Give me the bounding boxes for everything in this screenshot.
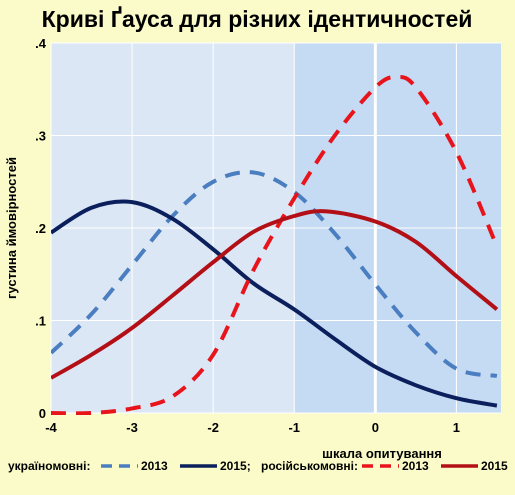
legend-rus-2015-label: 2015 xyxy=(481,459,508,473)
x-tick-label: 1 xyxy=(453,420,460,435)
y-tick-label: .4 xyxy=(35,36,47,51)
legend: україномовні: 2013 2015; російськомовні:… xyxy=(8,459,508,473)
x-tick-label: -4 xyxy=(45,420,57,435)
y-tick-label: 0 xyxy=(39,406,46,421)
series-ukr-2015-line xyxy=(51,199,498,408)
y-tick-label: .1 xyxy=(35,314,46,329)
x-tick-label: -2 xyxy=(207,420,219,435)
y-tick-label: .3 xyxy=(35,129,46,144)
y-axis-label: густина ймовірностей xyxy=(4,157,19,299)
legend-ukr-2013-label: 2013 xyxy=(141,459,168,473)
x-axis: -4 -3 -2 -1 0 1 xyxy=(45,420,460,435)
x-tick-label: -3 xyxy=(126,420,138,435)
legend-group-ukr-label: україномовні: xyxy=(8,459,90,473)
series-layer xyxy=(51,75,499,415)
series-rus-2013-line xyxy=(51,75,499,415)
gridlines xyxy=(50,42,501,414)
legend-group-rus-label: російськомовні: xyxy=(261,459,358,473)
series-ukr-2013-line xyxy=(51,170,498,378)
y-tick-label: .2 xyxy=(35,221,46,236)
x-tick-label: 0 xyxy=(372,420,379,435)
legend-rus-2013-label: 2013 xyxy=(402,459,429,473)
series-rus-2015-line xyxy=(51,209,499,380)
y-axis: 0 .1 .2 .3 .4 xyxy=(35,36,47,421)
x-tick-label: -1 xyxy=(288,420,300,435)
legend-ukr-2015-label: 2015; xyxy=(220,459,251,473)
x-axis-label: шкала опитування xyxy=(322,446,442,461)
chart-title: Криві Ґауса для різних ідентичностей xyxy=(42,5,473,32)
